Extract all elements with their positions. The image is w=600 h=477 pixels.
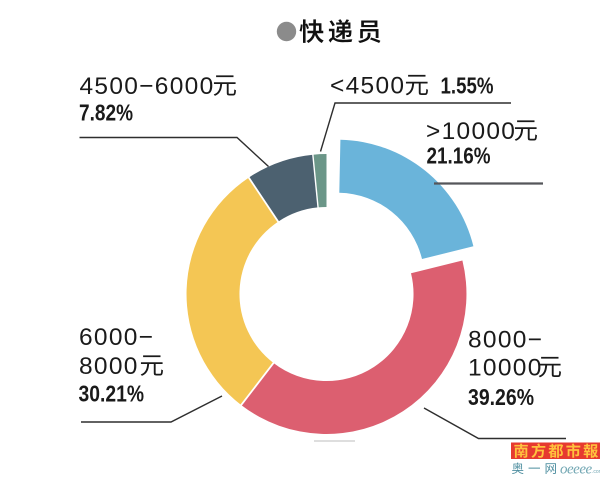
svg-text:10000: 10000 [468, 355, 543, 382]
svg-text:<4500: <4500 [330, 73, 405, 100]
svg-text:8000: 8000 [79, 353, 139, 380]
svg-text:21.16%: 21.16% [427, 143, 491, 169]
svg-text:4500−6000: 4500−6000 [80, 73, 215, 100]
svg-text:39.26%: 39.26% [468, 384, 534, 410]
svg-text:>10000: >10000 [426, 118, 516, 145]
svg-text:.com: .com [592, 469, 600, 475]
svg-text:7.82%: 7.82% [79, 100, 133, 126]
svg-text:6000−: 6000− [79, 324, 154, 351]
svg-text:1.55%: 1.55% [441, 73, 494, 99]
svg-text:oeeee: oeeee [560, 462, 592, 477]
svg-text:30.21%: 30.21% [79, 381, 145, 407]
svg-text:8000−: 8000− [468, 327, 543, 354]
